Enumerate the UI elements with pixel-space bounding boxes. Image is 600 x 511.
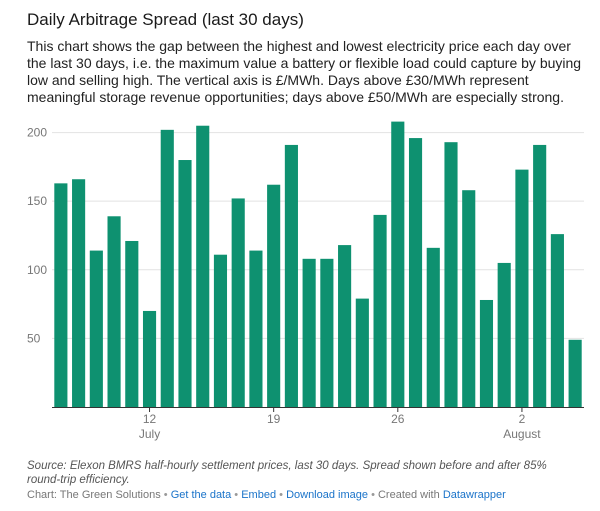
x-tick-label: 12 xyxy=(143,412,157,426)
bar xyxy=(160,129,174,407)
bar xyxy=(391,121,405,408)
download-image-link[interactable]: Download image xyxy=(286,489,368,501)
x-tick-label: 2 xyxy=(519,412,526,426)
chart-title: Daily Arbitrage Spread (last 30 days) xyxy=(27,10,304,29)
x-tick-sublabel: August xyxy=(503,427,541,441)
bar xyxy=(550,234,564,407)
bar xyxy=(408,138,423,407)
get-data-link[interactable]: Get the data xyxy=(170,489,232,501)
footer-separator: • xyxy=(371,489,375,501)
bar xyxy=(284,144,298,407)
bar xyxy=(178,160,192,407)
x-tick-label: 19 xyxy=(267,412,281,426)
x-tick-label: 26 xyxy=(391,412,405,426)
bar xyxy=(302,258,316,407)
y-tick-label: 100 xyxy=(27,263,47,277)
bar xyxy=(373,214,387,407)
datawrapper-link[interactable]: Datawrapper xyxy=(442,489,506,501)
footer-separator: • xyxy=(234,489,239,501)
embed-link[interactable]: Embed xyxy=(241,489,277,501)
bar xyxy=(515,169,529,407)
bar xyxy=(231,198,245,407)
footer-separator: • xyxy=(279,489,283,501)
bar xyxy=(320,258,334,407)
bar xyxy=(533,144,547,407)
bar xyxy=(213,254,228,407)
y-tick-label: 200 xyxy=(27,126,47,140)
bar xyxy=(125,240,139,407)
bar xyxy=(444,142,458,408)
bars xyxy=(54,121,582,408)
chart-credit: Chart: The Green Solutions xyxy=(27,489,161,501)
y-tick-label: 150 xyxy=(27,194,47,208)
x-tick-sublabel: July xyxy=(139,427,160,441)
footer-separator: • xyxy=(163,489,168,501)
bar xyxy=(72,179,86,407)
gridlines: 50 100 150 200 xyxy=(27,126,584,345)
chart-footer: Chart: The Green Solutions • Get the dat… xyxy=(27,489,506,501)
bar xyxy=(497,262,511,407)
bar xyxy=(196,125,210,407)
bar xyxy=(426,247,440,407)
bar xyxy=(355,298,369,407)
bar xyxy=(89,250,103,407)
bar xyxy=(267,184,281,407)
bar xyxy=(249,250,263,407)
chart-notes: Source: Elexon BMRS half-hourly settleme… xyxy=(27,460,547,486)
bar xyxy=(142,310,157,407)
chart-description: This chart shows the gap between the hig… xyxy=(27,38,582,105)
bar xyxy=(54,183,68,407)
created-with-text: Created with xyxy=(377,489,440,501)
bar xyxy=(462,190,476,407)
bar xyxy=(338,245,352,407)
bar xyxy=(107,216,121,407)
bar xyxy=(568,339,582,407)
y-tick-label: 50 xyxy=(27,331,41,345)
bar xyxy=(479,299,494,407)
